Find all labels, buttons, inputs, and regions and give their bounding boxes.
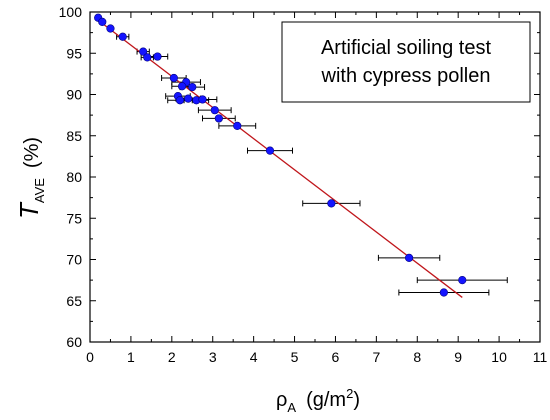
data-point [98, 17, 107, 27]
y-axis-units: (%) [21, 137, 43, 168]
x-axis-units-exponent: 2 [346, 386, 353, 401]
x-tick-label: 8 [413, 349, 421, 365]
y-axis-label: TAVE (%) [14, 137, 47, 219]
x-tick-label: 3 [209, 349, 217, 365]
annotation-box: Artificial soiling test with cypress pol… [281, 21, 531, 103]
annotation-line-1: Artificial soiling test [321, 37, 492, 59]
data-point [458, 276, 467, 285]
data-point [439, 288, 448, 297]
x-axis-symbol: ρ [276, 389, 287, 411]
data-point [188, 82, 197, 92]
x-axis-label: ρA (g/m2) [276, 386, 360, 415]
y-axis-subscript: AVE [32, 178, 47, 203]
x-axis-units-prefix: (g/m [306, 389, 346, 411]
y-axis-symbol: T [14, 201, 44, 219]
x-tick-label: 5 [291, 349, 299, 365]
x-tick-label: 6 [332, 349, 340, 365]
y-tick-label: 85 [66, 128, 82, 144]
annotation-frame [281, 21, 531, 103]
y-axis-ticks: 60 65 70 75 80 85 90 95 100 [59, 4, 540, 350]
data-point [175, 96, 185, 105]
data-point [153, 52, 162, 61]
y-tick-label: 75 [66, 210, 82, 226]
data-point [214, 114, 223, 123]
data-point [210, 106, 219, 115]
data-point [404, 253, 414, 262]
data-point [233, 121, 242, 130]
data-point [327, 199, 336, 208]
x-axis-ticks: 0 1 2 3 4 5 6 7 8 9 10 11 [86, 12, 547, 365]
y-tick-label: 80 [66, 169, 82, 185]
x-tick-label: 9 [454, 349, 462, 365]
y-tick-label: 70 [66, 252, 82, 268]
y-tick-label: 90 [66, 87, 82, 103]
fit-line [97, 19, 463, 298]
y-tick-label: 65 [66, 293, 82, 309]
data-markers [94, 13, 467, 297]
x-tick-label: 11 [533, 349, 548, 365]
data-point [106, 24, 115, 33]
x-tick-label: 0 [86, 349, 94, 365]
data-point [184, 94, 193, 103]
data-point [169, 73, 178, 83]
annotation-line-2: with cypress pollen [321, 65, 491, 87]
y-tick-label: 100 [59, 4, 83, 20]
data-point [118, 32, 127, 41]
x-tick-label: 10 [491, 349, 507, 365]
x-tick-label: 7 [372, 349, 380, 365]
y-tick-label: 95 [66, 45, 82, 61]
data-point [177, 82, 187, 91]
data-point [143, 53, 152, 62]
x-tick-label: 2 [168, 349, 176, 365]
data-point [265, 146, 275, 155]
x-axis-subscript: A [287, 400, 296, 415]
x-axis-units-suffix: ) [353, 389, 360, 411]
data-point [198, 95, 207, 104]
data-point [139, 47, 148, 56]
x-tick-label: 1 [127, 349, 135, 365]
y-tick-label: 60 [66, 334, 82, 350]
x-tick-label: 4 [250, 349, 258, 365]
